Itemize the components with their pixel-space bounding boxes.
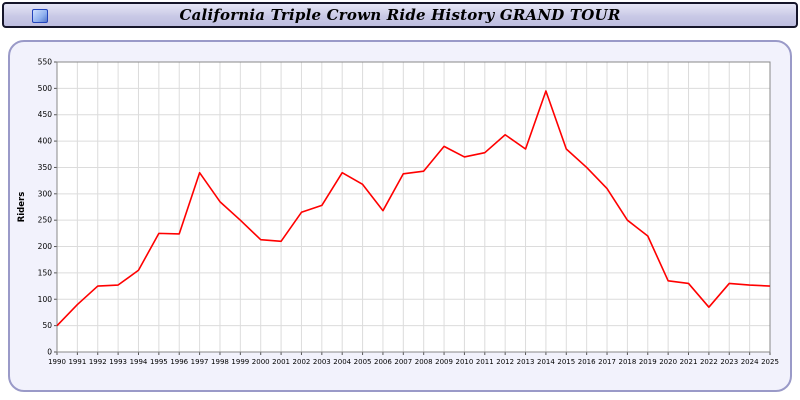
page-title: California Triple Crown Ride History GRA… [179,6,621,24]
y-tick-label: 200 [38,242,53,251]
x-tick-label: 2007 [394,358,412,366]
x-tick-label: 2021 [680,358,698,366]
x-tick-label: 2009 [435,358,453,366]
y-tick-label: 150 [38,268,53,277]
chart-panel: 0 50 100 150 200 250 300 350 400 450 500 550 1990 199… [8,40,792,392]
y-tick-label: 400 [38,137,53,146]
x-tick-label: 2005 [354,358,372,366]
x-tick-label: 2015 [557,358,575,366]
x-tick-label: 1999 [231,358,249,366]
y-tick-label: 350 [38,163,53,172]
x-tick-label: 1995 [150,358,168,366]
y-tick-label: 100 [38,295,53,304]
y-tick-label: 550 [38,58,53,67]
y-tick-label: 500 [38,84,53,93]
image-logo-icon [32,9,48,23]
y-tick-label: 300 [38,189,53,198]
x-tick-label: 1998 [211,358,229,366]
x-tick-label: 2010 [456,358,474,366]
x-tick-label: 2003 [313,358,331,366]
riders-line-series [56,90,771,327]
plot-border [56,61,771,353]
x-tick-label: 1991 [68,358,86,366]
x-tick-label: 1994 [130,358,148,366]
x-tick-label: 2012 [496,358,514,366]
x-tick-label: 2016 [578,358,596,366]
x-tick-label: 2013 [517,358,535,366]
y-tick-label: 0 [47,348,52,357]
y-tick-label: 450 [38,110,53,119]
x-tick-label: 2002 [293,358,311,366]
x-tick-label: 2020 [659,358,677,366]
y-tick-label: 250 [38,216,53,225]
x-tick-label: 2018 [618,358,636,366]
x-tick-label: 1990 [48,358,66,366]
x-tick-label: 1997 [191,358,209,366]
x-tick-label: 2000 [252,358,270,366]
y-tick-label: 50 [42,321,52,330]
x-tick-label: 2025 [761,358,779,366]
x-tick-label: 2022 [700,358,718,366]
title-bar: California Triple Crown Ride History GRA… [2,2,798,28]
x-tick-label: 2023 [720,358,738,366]
x-tick-label: 1992 [89,358,107,366]
x-tick-label: 2024 [741,358,759,366]
x-tick-label: 2019 [639,358,657,366]
x-tick-label: 2006 [374,358,392,366]
x-tick-label: 2008 [415,358,433,366]
x-tick-label: 2001 [272,358,290,366]
x-tick-label: 1993 [109,358,127,366]
y-axis-label: Riders [17,192,27,223]
x-tick-label: 2011 [476,358,494,366]
x-tick-label: 1996 [170,358,188,366]
x-tick-label: 2014 [537,358,555,366]
x-tick-label: 2017 [598,358,616,366]
plot-area [57,62,770,352]
x-tick-label: 2004 [333,358,351,366]
